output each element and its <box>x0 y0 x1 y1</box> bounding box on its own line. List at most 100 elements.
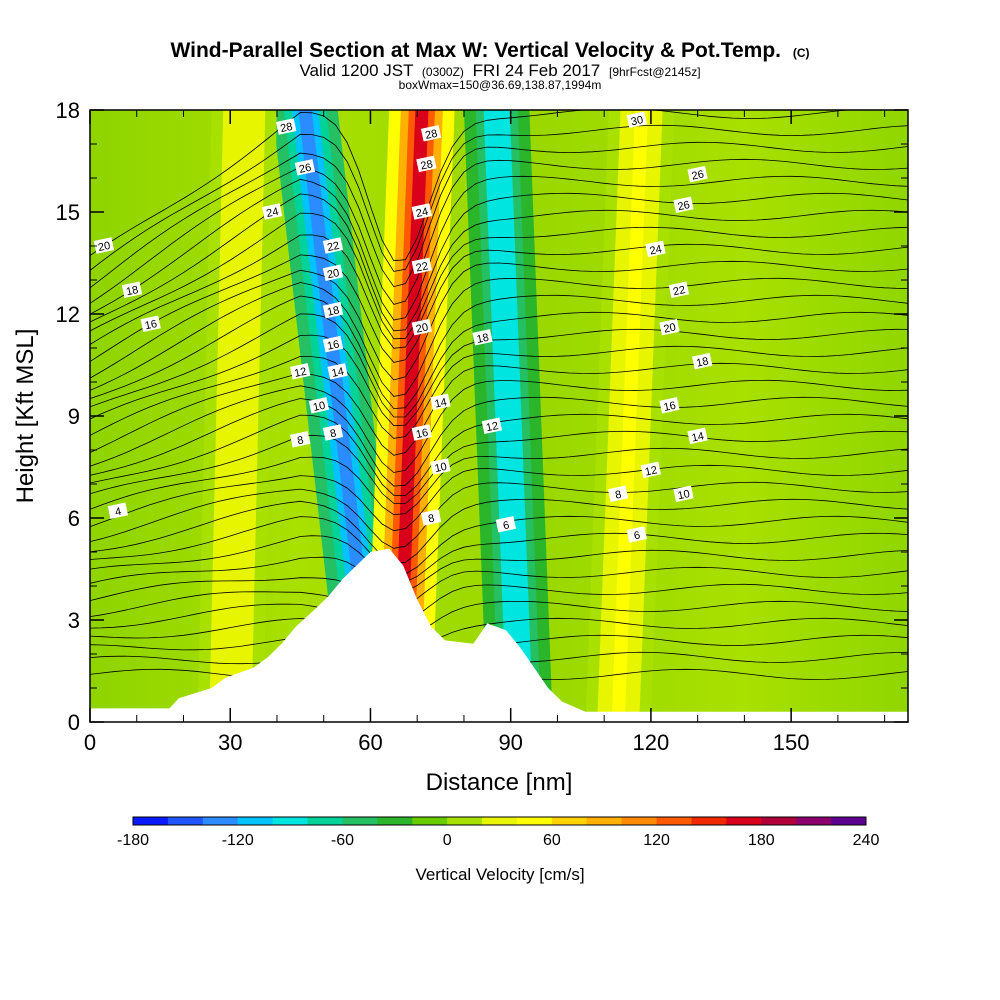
contour-label-19: 16 <box>659 397 680 414</box>
x-tick-label-1: 30 <box>218 730 242 755</box>
y-tick-label-5: 15 <box>56 200 80 225</box>
contour-label-text: 12 <box>293 366 307 380</box>
theta-contours <box>90 110 908 683</box>
contour-label-16: 16 <box>140 315 161 332</box>
chart-title-mark: (C) <box>793 46 810 60</box>
contour-label-5: 8 <box>420 509 442 526</box>
contour-label-box <box>322 237 344 254</box>
contour-label-text: 18 <box>695 355 709 369</box>
theta-contour-line-27 <box>90 209 908 340</box>
contour-label-31: 24 <box>262 203 283 220</box>
contour-label-box <box>308 397 330 414</box>
plot-area: 4668888101010121212141414161616161818181… <box>90 110 908 722</box>
colorbar-tick-label-4: 60 <box>543 832 561 849</box>
contour-label-box <box>472 329 493 346</box>
y-tick-label-3: 9 <box>68 404 80 429</box>
contour-label-box <box>411 424 432 441</box>
contour-label-box <box>327 363 348 380</box>
contour-label-box <box>411 203 432 220</box>
contour-label-10: 12 <box>290 363 311 380</box>
contour-label-box <box>290 431 311 448</box>
contour-label-text: 28 <box>424 128 438 142</box>
colorbar-swatch-1 <box>167 817 204 825</box>
contour-label-text: 6 <box>633 529 641 542</box>
contour-label-text: 20 <box>415 321 429 335</box>
contour-label-text: 8 <box>614 489 622 502</box>
colorbar-swatch-18 <box>761 817 797 825</box>
contour-label-box <box>640 461 661 479</box>
contour-label-text: 16 <box>326 338 340 352</box>
colorbar-swatch-6 <box>342 817 378 825</box>
chart-title: Wind-Parallel Section at Max W: Vertical… <box>170 39 809 62</box>
theta-contour-line-16 <box>90 396 908 487</box>
contour-label-36: 26 <box>687 165 708 183</box>
theta-contour-line-17 <box>90 379 908 473</box>
contour-label-text: 16 <box>415 427 429 441</box>
colorbar-swatch-7 <box>377 817 413 825</box>
colorbar-swatch-16 <box>691 817 727 825</box>
contour-label-14: 14 <box>430 393 451 411</box>
contour-label-18: 16 <box>411 424 432 441</box>
theta-contour-line-25 <box>90 243 908 363</box>
contour-label-text: 16 <box>663 400 677 414</box>
theta-contour-line-24 <box>90 260 908 381</box>
contour-label-box <box>673 485 694 502</box>
contour-label-text: 24 <box>265 206 279 220</box>
contour-label-box <box>420 509 442 526</box>
theta-contour-line-31 <box>90 141 908 289</box>
contour-label-box <box>93 237 115 254</box>
colorbar-swatch-19 <box>796 817 832 825</box>
contour-label-9: 10 <box>673 485 694 502</box>
contour-label-text: 26 <box>298 162 312 176</box>
theta-contour-line-14 <box>90 430 908 504</box>
contour-label-box <box>430 393 451 411</box>
contour-label-21: 18 <box>322 301 344 319</box>
velocity-band-4-layer-3 <box>611 110 649 722</box>
colorbar-tick-label-5: 120 <box>643 832 670 849</box>
subtitle-utc: (0300Z) <box>422 65 464 79</box>
colorbar: -180 -120 -60 0 60 120 180 240 <box>117 816 879 849</box>
contour-label-37: 28 <box>276 118 297 135</box>
contour-label-text: 28 <box>279 121 293 135</box>
x-tick-label-5: 150 <box>773 730 810 755</box>
colorbar-label: Vertical Velocity [cm/s] <box>415 865 584 884</box>
contour-label-box <box>645 240 666 258</box>
contour-label-box <box>659 318 680 336</box>
theta-contour-line-7 <box>90 549 908 592</box>
contour-label-box <box>687 165 708 183</box>
contour-label-box <box>294 159 316 176</box>
contour-label-text: 4 <box>114 506 122 519</box>
colorbar-swatch-11 <box>516 817 553 825</box>
x-tick-label-0: 0 <box>84 730 96 755</box>
contour-label-23: 18 <box>692 352 713 370</box>
contour-label-text: 12 <box>485 420 499 434</box>
contour-label-text: 6 <box>502 519 510 532</box>
contour-label-box <box>322 301 344 319</box>
contour-label-box <box>140 315 161 332</box>
contour-label-box <box>495 516 517 533</box>
contour-label-text: 8 <box>329 427 337 440</box>
contour-label-box <box>626 111 647 128</box>
chart-subtitle: Valid 1200 JST (0300Z) FRI 24 Feb 2017 [… <box>299 61 700 80</box>
terrain <box>90 548 908 722</box>
contour-label-text: 22 <box>415 260 429 274</box>
contour-label-15: 14 <box>687 427 708 445</box>
contour-label-box <box>290 363 311 380</box>
theta-contour-line-19 <box>90 345 908 439</box>
contour-label-text: 24 <box>415 206 429 220</box>
contour-label-box <box>673 196 694 213</box>
contour-label-text: 30 <box>630 114 644 128</box>
contour-label-22: 18 <box>472 329 493 346</box>
contour-label-text: 10 <box>312 400 326 414</box>
contour-label-text: 10 <box>677 488 691 502</box>
contour-label-33: 24 <box>645 240 666 258</box>
chart-title-text: Wind-Parallel Section at Max W: Vertical… <box>170 39 781 62</box>
contour-label-text: 8 <box>296 434 304 447</box>
contour-label-1: 6 <box>626 526 647 543</box>
subtitle-date: FRI 24 Feb 2017 <box>473 61 601 80</box>
colorbar-swatch-13 <box>586 817 623 825</box>
contour-label-text: 14 <box>691 430 705 444</box>
contour-label-box <box>626 526 647 543</box>
colorbar-swatch-0 <box>133 817 169 825</box>
theta-contour-line-21 <box>90 311 908 418</box>
